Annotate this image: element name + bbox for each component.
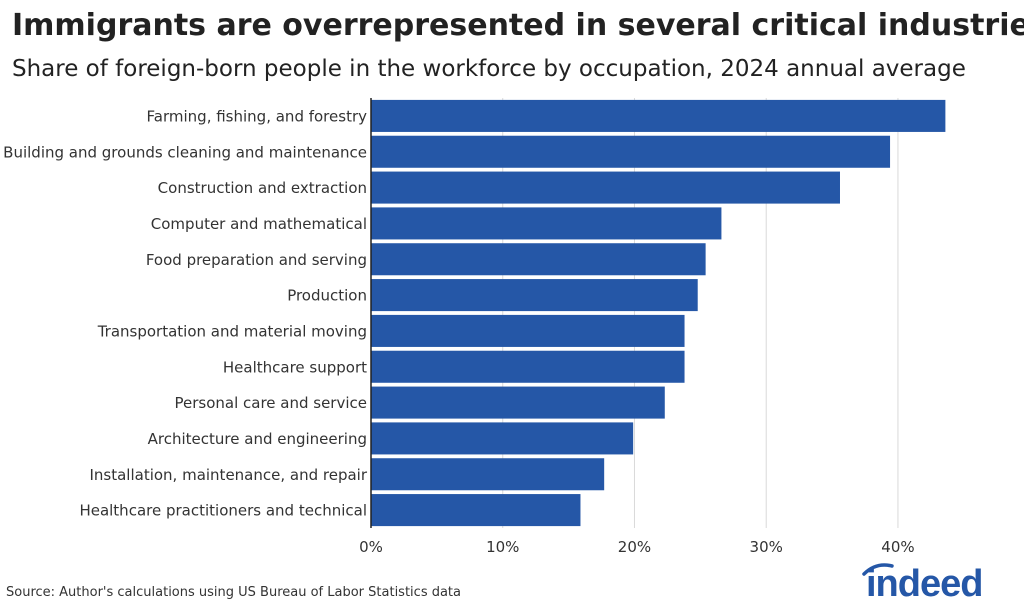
bar: [371, 350, 685, 383]
x-tick-label: 40%: [881, 538, 914, 556]
logo-wordmark: indeed: [866, 563, 982, 604]
bar: [371, 99, 946, 132]
bar: [371, 422, 634, 455]
source-note: Source: Author's calculations using US B…: [6, 585, 461, 600]
chart-title: Immigrants are overrepresented in severa…: [12, 8, 1024, 43]
bar: [371, 458, 605, 491]
chart-subtitle: Share of foreign-born people in the work…: [12, 56, 966, 82]
x-tick-label: 30%: [750, 538, 783, 556]
category-label: Personal care and service: [174, 394, 367, 412]
bar: [371, 135, 891, 168]
x-tick-label: 20%: [618, 538, 651, 556]
bar: [371, 171, 840, 204]
x-tick-label: 0%: [359, 538, 383, 556]
category-label: Installation, maintenance, and repair: [89, 466, 367, 484]
bar: [371, 314, 685, 347]
category-label: Building and grounds cleaning and mainte…: [3, 143, 367, 161]
category-label: Farming, fishing, and forestry: [147, 107, 368, 125]
bar: [371, 207, 722, 240]
indeed-logo: indeed: [862, 563, 983, 604]
category-label: Computer and mathematical: [151, 215, 367, 233]
x-tick-label: 10%: [486, 538, 519, 556]
category-label: Production: [287, 287, 367, 305]
category-label: Healthcare practitioners and technical: [79, 502, 367, 520]
logo-swoosh: [862, 563, 894, 576]
category-label: Food preparation and serving: [146, 251, 367, 269]
bar: [371, 494, 581, 527]
bar: [371, 386, 665, 419]
category-label: Architecture and engineering: [148, 430, 367, 448]
category-label: Healthcare support: [223, 358, 367, 376]
bar: [371, 243, 706, 276]
bar: [371, 279, 698, 312]
category-label: Construction and extraction: [158, 179, 367, 197]
category-label: Transportation and material moving: [97, 322, 367, 340]
